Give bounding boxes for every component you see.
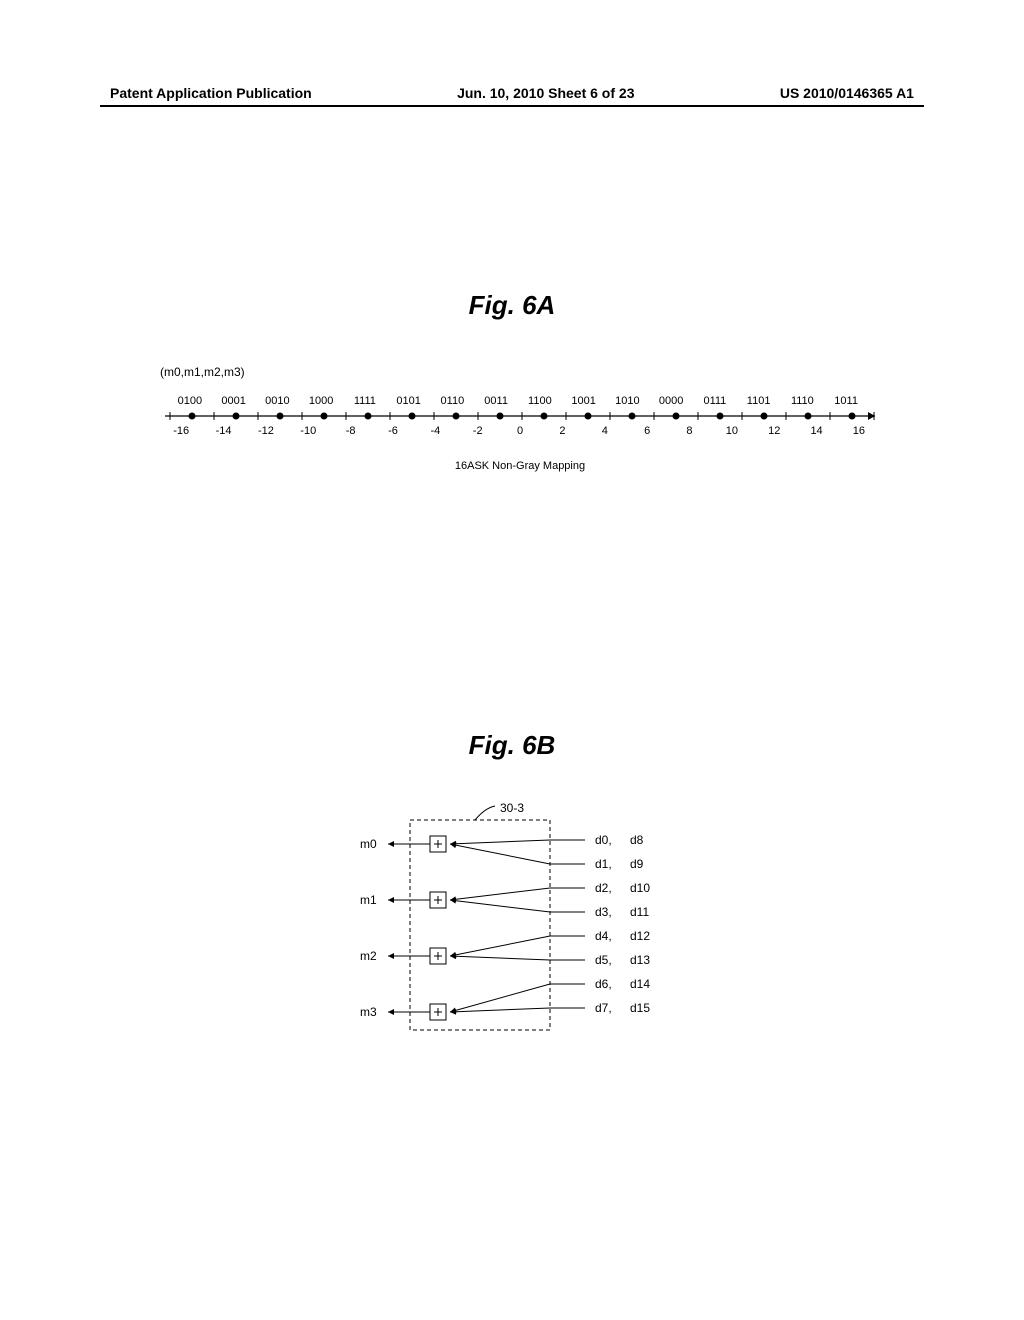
binary-codes-row: 0100000100101000111101010110001111001001… <box>168 395 868 407</box>
axis-number: -6 <box>372 425 414 437</box>
axis-number: 10 <box>711 425 753 437</box>
axis-number: -12 <box>245 425 287 437</box>
svg-text:d12: d12 <box>630 929 650 943</box>
binary-code: 0010 <box>256 395 300 407</box>
svg-text:d10: d10 <box>630 881 650 895</box>
axis-number: -16 <box>160 425 202 437</box>
svg-text:30-3: 30-3 <box>500 801 524 815</box>
axis-number: -10 <box>287 425 329 437</box>
svg-text:d4,: d4, <box>595 929 612 943</box>
block-diagram-svg: 30-3 m0 m1 m2 m3 d0, d8 d1, d9 d2, d10 d3, d11 d4, d12… <box>350 800 690 1050</box>
axis-number: 16 <box>838 425 880 437</box>
fig6a-caption: 16ASK Non-Gray Mapping <box>160 460 880 472</box>
svg-text:d0,: d0, <box>595 833 612 847</box>
binary-code: 1010 <box>606 395 650 407</box>
svg-text:d14: d14 <box>630 977 650 991</box>
header-left: Patent Application Publication <box>110 85 312 101</box>
header-center: Jun. 10, 2010 Sheet 6 of 23 <box>457 85 634 101</box>
svg-text:d7,: d7, <box>595 1001 612 1015</box>
axis-number: 12 <box>753 425 795 437</box>
fig6b-title: Fig. 6B <box>0 730 1024 761</box>
axis-numbers-row: -16-14-12-10-8-6-4-20246810121416 <box>160 425 880 437</box>
svg-text:d2,: d2, <box>595 881 612 895</box>
svg-text:d8: d8 <box>630 833 644 847</box>
svg-text:m3: m3 <box>360 1005 377 1019</box>
fig6b-diagram: 30-3 m0 m1 m2 m3 d0, d8 d1, d9 d2, d10 d3, d11 d4, d12… <box>350 800 690 1050</box>
svg-text:m0: m0 <box>360 837 377 851</box>
binary-code: 1000 <box>299 395 343 407</box>
binary-code: 1001 <box>562 395 606 407</box>
svg-text:d15: d15 <box>630 1001 650 1015</box>
page-header: Patent Application Publication Jun. 10, … <box>0 85 1024 101</box>
axis-number: -4 <box>414 425 456 437</box>
svg-text:d3,: d3, <box>595 905 612 919</box>
axis-number: 0 <box>499 425 541 437</box>
svg-text:m2: m2 <box>360 949 377 963</box>
svg-text:d5,: d5, <box>595 953 612 967</box>
binary-code: 0110 <box>431 395 475 407</box>
axis-number: -2 <box>457 425 499 437</box>
binary-code: 1111 <box>343 395 387 407</box>
axis-number: -14 <box>202 425 244 437</box>
binary-code: 0100 <box>168 395 212 407</box>
binary-code: 1100 <box>518 395 562 407</box>
svg-text:d9: d9 <box>630 857 644 871</box>
axis-number: 8 <box>668 425 710 437</box>
svg-text:d11: d11 <box>630 905 649 919</box>
binary-code: 1101 <box>737 395 781 407</box>
svg-text:d6,: d6, <box>595 977 612 991</box>
axis-number: 4 <box>584 425 626 437</box>
binary-code: 0101 <box>387 395 431 407</box>
svg-text:d1,: d1, <box>595 857 612 871</box>
header-rule <box>100 105 924 107</box>
binary-code: 0001 <box>212 395 256 407</box>
svg-text:d13: d13 <box>630 953 650 967</box>
axis-number: 14 <box>795 425 837 437</box>
binary-code: 1110 <box>781 395 825 407</box>
binary-code: 0111 <box>693 395 737 407</box>
axis-number: -8 <box>329 425 371 437</box>
binary-code: 0000 <box>649 395 693 407</box>
binary-code: 0011 <box>474 395 518 407</box>
fig6a-title: Fig. 6A <box>0 290 1024 321</box>
axis-number: 2 <box>541 425 583 437</box>
m-label: (m0,m1,m2,m3) <box>160 365 245 379</box>
number-line-axis <box>160 408 880 424</box>
svg-text:m1: m1 <box>360 893 377 907</box>
header-right: US 2010/0146365 A1 <box>780 85 914 101</box>
axis-number: 6 <box>626 425 668 437</box>
binary-code: 1011 <box>824 395 868 407</box>
